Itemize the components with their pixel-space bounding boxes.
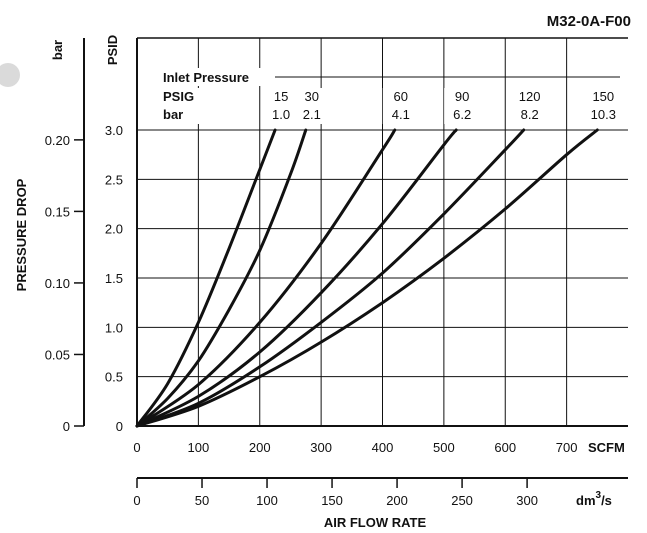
y-axis-title: PRESSURE DROP bbox=[14, 178, 29, 291]
y-tick-label: 2.0 bbox=[105, 222, 123, 237]
legend-psig-value: 15 bbox=[274, 89, 288, 104]
chart-title: M32-0A-F00 bbox=[547, 13, 631, 30]
y2-tick-label: 0.10 bbox=[45, 276, 70, 291]
x-tick-label: 700 bbox=[556, 440, 578, 455]
legend-title: Inlet Pressure bbox=[163, 70, 249, 85]
corner-mark bbox=[0, 63, 20, 87]
x-tick-label: 400 bbox=[372, 440, 394, 455]
y-tick-label: 0 bbox=[116, 419, 123, 434]
x-unit-label: SCFM bbox=[588, 440, 625, 455]
legend-psig-value: 150 bbox=[592, 89, 614, 104]
legend-bar-value: 8.2 bbox=[521, 107, 539, 122]
legend-bar-value: 1.0 bbox=[272, 107, 290, 122]
x-tick-label: 100 bbox=[188, 440, 210, 455]
y-tick-label: 0.5 bbox=[105, 370, 123, 385]
series-line bbox=[135, 128, 526, 428]
series-line bbox=[135, 128, 458, 428]
legend-bar-value: 6.2 bbox=[453, 107, 471, 122]
y2-unit-label: bar bbox=[50, 40, 65, 60]
y-unit-label: PSID bbox=[105, 35, 120, 65]
series-line bbox=[135, 128, 308, 428]
x-axis-title: AIR FLOW RATE bbox=[324, 515, 427, 530]
ticks: 00.51.01.52.02.53.00 100 200 300 400 500 600 70… bbox=[45, 38, 628, 508]
y2-tick-label: 0 bbox=[63, 419, 70, 434]
x-tick-label: 0 bbox=[133, 440, 140, 455]
legend-bar-value: 2.1 bbox=[303, 107, 321, 122]
x2-tick-label: 0 bbox=[133, 493, 140, 508]
y-tick-label: 1.5 bbox=[105, 271, 123, 286]
x2-tick-label: 250 bbox=[451, 493, 473, 508]
y-tick-label: 3.0 bbox=[105, 123, 123, 138]
x2-tick-label: 150 bbox=[321, 493, 343, 508]
legend-psig-label: PSIG bbox=[163, 89, 194, 104]
x2-tick-label: 50 bbox=[195, 493, 209, 508]
y2-tick-label: 0.05 bbox=[45, 347, 70, 362]
legend-bar-value: 10.3 bbox=[591, 107, 616, 122]
legend-psig-value: 120 bbox=[519, 89, 541, 104]
legend-title-backdrop bbox=[160, 68, 272, 86]
x-tick-label: 600 bbox=[494, 440, 516, 455]
x-tick-label: 500 bbox=[433, 440, 455, 455]
legend-value-backdrop bbox=[293, 88, 330, 124]
legend-psig-value: 30 bbox=[305, 89, 319, 104]
x-tick-label: 300 bbox=[310, 440, 332, 455]
series-line bbox=[135, 128, 599, 428]
series-line bbox=[135, 128, 397, 428]
legend-row-labels-backdrop bbox=[160, 88, 206, 124]
x2-tick-label: 100 bbox=[256, 493, 278, 508]
legend-value-backdrop bbox=[382, 88, 419, 124]
series-line bbox=[135, 128, 277, 428]
legend-psig-value: 60 bbox=[394, 89, 408, 104]
series-lines bbox=[135, 128, 599, 428]
y2-tick-label: 0.20 bbox=[45, 133, 70, 148]
y-tick-label: 2.5 bbox=[105, 172, 123, 187]
legend-value-backdrop bbox=[511, 88, 548, 124]
plot-frame bbox=[136, 37, 628, 427]
legend-values: 15 1.0 30 2.1 60 4.1 90 6.2 120 8.2 150 10.3 bbox=[263, 88, 622, 124]
x2-tick-label: 200 bbox=[386, 493, 408, 508]
y2-tick-label: 0.15 bbox=[45, 204, 70, 219]
x2-tick-label: 300 bbox=[516, 493, 538, 508]
legend-psig-value: 90 bbox=[455, 89, 469, 104]
legend-value-backdrop bbox=[263, 88, 300, 124]
x2-unit-label: dm3/s bbox=[576, 490, 612, 508]
legend-value-backdrop bbox=[444, 88, 481, 124]
y-tick-label: 1.0 bbox=[105, 320, 123, 335]
grid bbox=[137, 38, 628, 426]
legend-value-backdrop bbox=[585, 88, 622, 124]
legend-bar-label: bar bbox=[163, 107, 183, 122]
x-tick-label: 200 bbox=[249, 440, 271, 455]
legend-bar-value: 4.1 bbox=[392, 107, 410, 122]
